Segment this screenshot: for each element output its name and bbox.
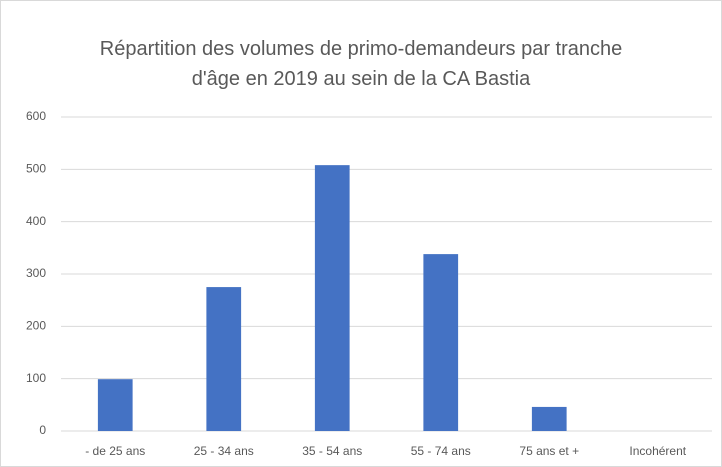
- y-tick-label: 100: [26, 371, 46, 385]
- bar: [423, 254, 459, 431]
- chart-title: Répartition des volumes de primo-demande…: [99, 38, 623, 90]
- bar: [531, 406, 567, 431]
- bar: [314, 165, 350, 431]
- x-tick-label: 55 - 74 ans: [411, 444, 471, 458]
- y-tick-label: 200: [26, 319, 46, 333]
- x-tick-label: Incohérent: [629, 444, 686, 458]
- y-tick-label: 600: [26, 109, 46, 123]
- y-tick-label: 500: [26, 162, 46, 176]
- x-tick-label: 25 - 34 ans: [194, 444, 254, 458]
- y-tick-label: 0: [39, 423, 46, 437]
- bar: [97, 379, 133, 431]
- x-tick-label: 75 ans et +: [519, 444, 579, 458]
- y-tick-label: 300: [26, 266, 46, 280]
- x-tick-label: - de 25 ans: [85, 444, 145, 458]
- x-tick-label: 35 - 54 ans: [302, 444, 362, 458]
- y-tick-label: 400: [26, 214, 46, 228]
- bar: [206, 287, 242, 431]
